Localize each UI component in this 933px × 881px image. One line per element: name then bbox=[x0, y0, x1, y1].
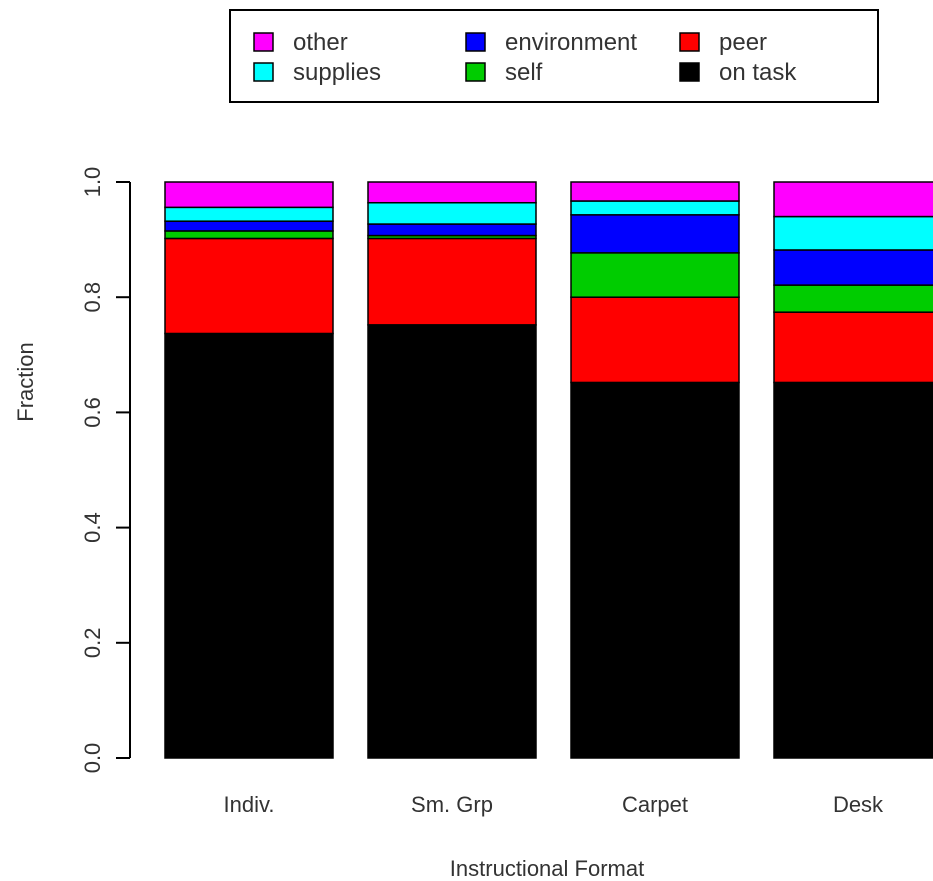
bar-sm-grp-peer bbox=[367, 237, 537, 326]
bar-indiv-supplies bbox=[164, 206, 334, 222]
legend-label-peer: peer bbox=[719, 29, 767, 56]
category-labels: Indiv. Sm. Grp Carpet Desk bbox=[224, 792, 885, 817]
legend-swatch-self bbox=[465, 62, 486, 82]
bar-indiv-self bbox=[164, 230, 334, 240]
bar-carpet-self bbox=[570, 252, 740, 298]
category-label: Desk bbox=[833, 792, 884, 817]
bar-desk-self bbox=[773, 284, 933, 313]
bar-sm-grp-environment bbox=[367, 223, 537, 237]
bar-desk-other bbox=[773, 181, 933, 218]
bar-indiv-other bbox=[164, 181, 334, 209]
legend-swatch-environment bbox=[465, 32, 486, 52]
category-label: Indiv. bbox=[224, 792, 275, 817]
y-axis: 0.0 0.2 0.4 0.6 0.8 1.0 bbox=[80, 167, 131, 774]
bar-desk-supplies bbox=[773, 215, 933, 251]
bar-sm-grp-on-task bbox=[367, 324, 537, 759]
bar-sm-grp-supplies bbox=[367, 201, 537, 225]
legend: other supplies environment self peer on task bbox=[229, 9, 879, 103]
category-label: Carpet bbox=[622, 792, 688, 817]
bar-carpet-environment bbox=[570, 214, 740, 254]
bar-indiv-on-task bbox=[164, 332, 334, 759]
legend-label-self: self bbox=[505, 59, 543, 86]
legend-label-supplies: supplies bbox=[293, 59, 381, 86]
legend-swatch-peer bbox=[679, 32, 700, 52]
legend-label-environment: environment bbox=[505, 29, 637, 56]
y-tick-label: 0.4 bbox=[80, 512, 105, 543]
legend-swatch-on-task bbox=[679, 62, 700, 82]
bar-desk-on-task bbox=[773, 381, 933, 759]
y-tick-label: 0.0 bbox=[80, 743, 105, 774]
y-tick-label: 0.2 bbox=[80, 628, 105, 659]
bar-carpet-supplies bbox=[570, 200, 740, 216]
bar-indiv-peer bbox=[164, 237, 334, 335]
bar-carpet-on-task bbox=[570, 381, 740, 759]
y-tick-label: 1.0 bbox=[80, 167, 105, 198]
x-axis-title: Instructional Format bbox=[450, 856, 644, 881]
bars bbox=[164, 181, 933, 759]
legend-box bbox=[229, 9, 879, 103]
legend-swatch-supplies bbox=[253, 62, 274, 82]
category-label: Sm. Grp bbox=[411, 792, 493, 817]
legend-label-on-task: on task bbox=[719, 59, 797, 86]
bar-carpet-other bbox=[570, 181, 740, 202]
bar-carpet-peer bbox=[570, 296, 740, 384]
bar-sm-grp-other bbox=[367, 181, 537, 204]
bar-indiv-environment bbox=[164, 220, 334, 232]
y-tick-label: 0.6 bbox=[80, 397, 105, 428]
bar-desk-environment bbox=[773, 249, 933, 286]
y-tick-label: 0.8 bbox=[80, 282, 105, 313]
legend-swatch-other bbox=[253, 32, 274, 52]
y-axis-title: Fraction bbox=[13, 342, 38, 421]
legend-label-other: other bbox=[293, 29, 348, 56]
bar-desk-peer bbox=[773, 311, 933, 384]
